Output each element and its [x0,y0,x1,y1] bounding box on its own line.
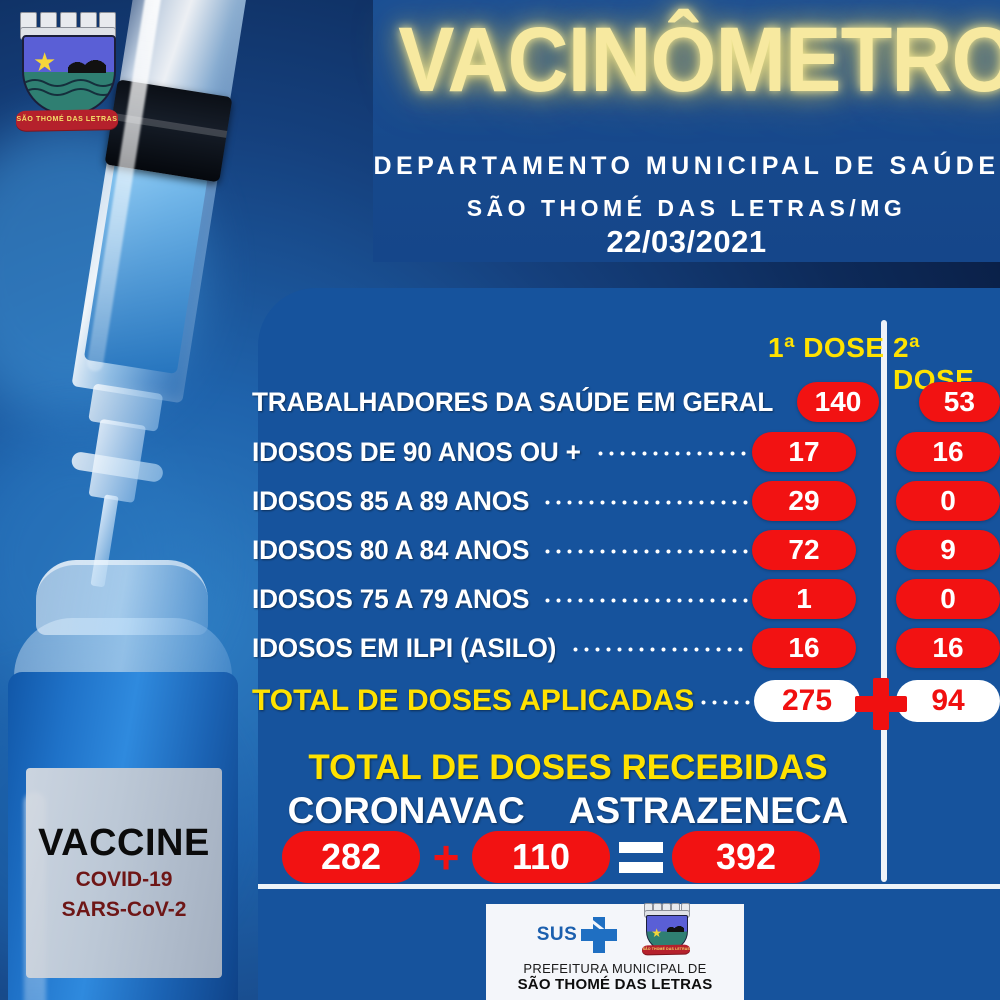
page-title: VACINÔMETRO [398,9,1000,111]
row-dose2-value: 16 [896,432,1000,472]
row-dose1-value: 17 [752,432,856,472]
row-dose1-value: 140 [797,382,879,422]
column-header-dose1: 1ª DOSE [768,332,885,363]
row-dose1-value: 1 [752,579,856,619]
crest-ribbon-text: SÃO THOMÉ DAS LETRAS [642,947,690,951]
footer-divider [258,884,1000,889]
plus-icon [855,678,907,730]
row-dose2-value: 0 [896,579,1000,619]
table-row: IDOSOS 80 A 84 ANOS 72 9 [252,526,1000,574]
received-total-value: 392 [672,831,820,883]
dot-leader [569,635,748,661]
vial-sars-text: SARS-CoV-2 [61,898,187,921]
dot-leader [698,688,750,714]
footer-coat-of-arms: ★ SÃO THOMÉ DAS LETRAS [639,902,693,960]
sus-logo: SUS [537,917,618,953]
row-dose2-value: 53 [918,382,1000,422]
crest-ribbon: SÃO THOMÉ DAS LETRAS [639,942,693,958]
row-dose1-value: 72 [752,530,856,570]
equals-icon [610,841,672,873]
vial-label: VACCINE COVID-19 SARS-CoV-2 [26,768,222,978]
row-dose1-value: 29 [752,481,856,521]
row-dose2-value: 0 [896,481,1000,521]
total-dose1-value: 275 [754,680,860,722]
received-values-row: 282 + 110 392 [262,828,1000,886]
table-row: IDOSOS DE 90 ANOS OU + 17 16 [252,428,1000,476]
crest-ribbon-text: SÃO THOMÉ DAS LETRAS [16,116,118,123]
row-label: IDOSOS DE 90 ANOS OU + [252,436,581,467]
waves-icon [24,79,114,96]
footer-logo-card: SUS ★ [486,903,744,1000]
header-city: SÃO THOMÉ DAS LETRAS/MG [466,195,907,221]
vaccine-photo-background: VACCINE COVID-19 SARS-CoV-2 [0,0,300,1000]
row-label: IDOSOS 80 A 84 ANOS [252,534,530,565]
mountains-icon [667,923,685,932]
vaccine-name-astrazeneca: ASTRAZENECA [568,790,849,831]
poster-footer: SUS ★ [258,889,1000,1000]
row-label: IDOSOS 75 A 79 ANOS [252,583,530,614]
vaccine-vial-image: VACCINE COVID-19 SARS-CoV-2 [8,560,244,1000]
row-dose1-value: 16 [752,628,856,668]
row-label: IDOSOS 85 A 89 ANOS [252,485,530,516]
column-divider [881,320,887,882]
dot-leader [541,488,748,514]
row-dose2-value: 16 [896,628,1000,668]
row-label: TRABALHADORES DA SAÚDE EM GERAL [252,386,774,417]
astrazeneca-value: 110 [472,831,610,883]
row-label: IDOSOS EM ILPI (ASILO) [252,632,557,663]
dot-leader [541,586,748,612]
table-row: IDOSOS 75 A 79 ANOS 1 0 [252,575,1000,623]
total-applied-label: TOTAL DE DOSES APLICADAS [252,684,695,717]
total-dose2-value: 94 [896,680,1000,722]
medical-cross-icon [581,917,618,953]
vial-covid-text: COVID-19 [75,867,173,891]
plus-operator: + [432,831,460,883]
row-dose2-value: 9 [896,530,1000,570]
footer-logos: SUS ★ [537,903,694,958]
table-row: TRABALHADORES DA SAÚDE EM GERAL 140 53 [252,378,1000,426]
total-applied-row: TOTAL DE DOSES APLICADAS 275 94 [252,676,1000,726]
coronavac-value: 282 [282,831,420,883]
header-department: DEPARTAMENTO MUNICIPAL DE SAÚDE [373,152,1000,180]
header-date: 22/03/2021 [606,224,767,259]
vial-brand-text: VACCINE [38,821,210,864]
received-title: TOTAL DE DOSES RECEBIDAS [308,748,828,787]
mountains-icon [68,53,106,73]
sus-label: SUS [536,924,578,945]
crest-ribbon: SÃO THOMÉ DAS LETRAS [8,104,126,138]
vaccine-names: CORONAVAC ASTRAZENECA [258,790,878,832]
dot-leader [594,439,748,465]
table-row: IDOSOS EM ILPI (ASILO) 16 16 [252,624,1000,672]
dot-leader [541,537,748,563]
vaccine-name-coronavac: CORONAVAC [287,790,525,831]
municipal-coat-of-arms: ★ SÃO THOMÉ DAS LETRAS [8,8,126,140]
poster-header: VACINÔMETRO DEPARTAMENTO MUNICIPAL DE SA… [373,0,1000,262]
footer-line1: PREFEITURA MUNICIPAL DE [523,961,707,976]
footer-line2: SÃO THOMÉ DAS LETRAS [517,976,713,993]
crest-shield: ★ [22,35,116,115]
table-row: IDOSOS 85 A 89 ANOS 29 0 [252,477,1000,525]
